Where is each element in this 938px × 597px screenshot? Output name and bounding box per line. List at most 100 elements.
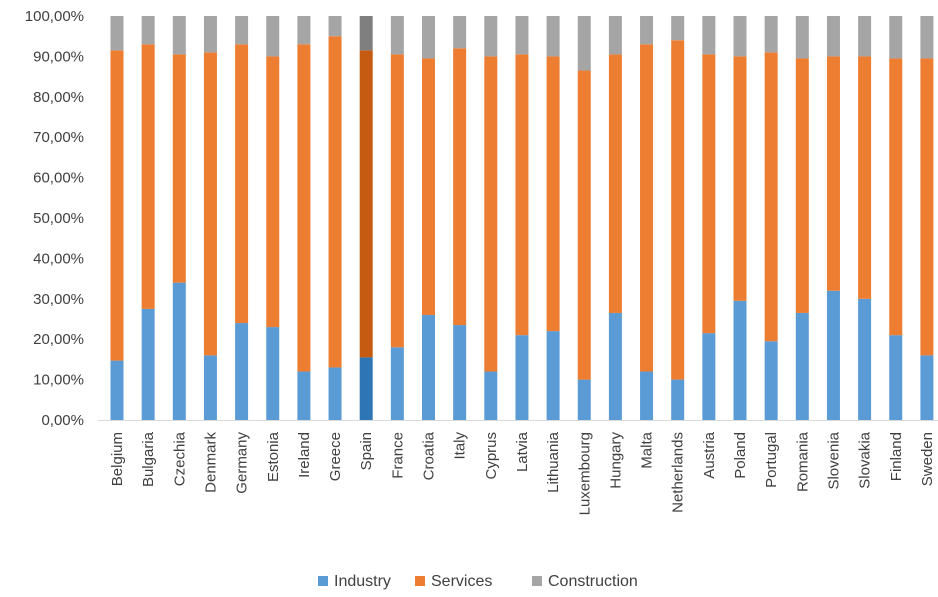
x-tick-label: Hungary [607,432,624,489]
bar-industry-sweden [920,355,934,420]
x-tick-label: Croatia [421,431,438,480]
bar-services-slovakia [858,56,872,299]
bar-industry-croatia [422,314,435,420]
y-axis: 0,00% 10,00% 20,00% 30,00% 40,00% 50,00% 60,00… [25,8,84,429]
y-tick-label: 20,00% [33,331,84,348]
y-tick-label: 40,00% [33,250,84,267]
bar-services-germany [235,44,249,324]
y-tick-label: 50,00% [33,210,84,227]
x-tick-label: Ireland [296,432,313,478]
x-tick-label: Sweden [919,432,936,486]
bar-services-romania [795,58,809,313]
bar-construction-portugal [764,16,778,53]
bar-construction-latvia [515,16,529,55]
x-tick-label: Portugal [763,432,780,488]
bar-services-cyprus [484,56,498,372]
bar-industry-germany [235,323,249,420]
bar-services-finland [889,58,903,336]
x-tick-label: Finland [888,432,905,481]
bar-services-slovenia [826,56,840,291]
bar-industry-italy [453,325,467,420]
bar-construction-finland [889,16,903,59]
bar-industry-poland [733,300,747,420]
y-tick-label: 10,00% [33,372,84,389]
bar-industry-ireland [297,371,311,420]
bar-industry-france [390,347,404,420]
bar-industry-austria [702,333,716,420]
x-tick-label: France [389,432,406,479]
bar-industry-lithuania [546,331,560,420]
bar-services-luxembourg [577,70,591,380]
bar-construction-czechia [172,16,186,55]
bar-industry-portugal [764,341,778,420]
bar-industry-bulgaria [141,308,155,420]
bar-construction-luxembourg [577,16,591,71]
bar-industry-slovakia [858,298,872,420]
bar-industry-finland [889,335,903,420]
bar-services-hungary [608,54,622,313]
y-tick-label: 80,00% [33,89,84,106]
bar-construction-croatia [422,16,435,59]
bar-services-latvia [515,54,529,336]
bar-services-portugal [764,52,778,342]
bar-industry-denmark [203,355,217,420]
bar-industry-spain [359,357,373,420]
x-tick-label: Austria [701,431,718,478]
bar-industry-romania [795,312,809,420]
bar-industry-slovenia [826,290,840,420]
bar-services-lithuania [546,56,560,332]
bar-construction-france [390,16,404,55]
y-tick-label: 90,00% [33,48,84,65]
bar-construction-lithuania [546,16,560,57]
y-tick-label: 70,00% [33,129,84,146]
bar-services-ireland [297,44,311,372]
x-tick-label: Italy [452,432,469,460]
x-tick-label: Spain [358,432,375,470]
x-tick-label: Lithuania [545,431,562,493]
bar-services-estonia [266,56,280,328]
x-tick-label: Denmark [202,432,219,493]
legend-swatch-services [415,576,425,586]
bar-construction-greece [328,16,342,37]
y-tick-label: 0,00% [41,412,84,429]
x-tick-label: Estonia [265,431,282,482]
bar-construction-belgium [110,16,124,51]
bar-services-malta [640,44,654,372]
bar-industry-czechia [172,282,186,420]
bar-industry-estonia [266,327,280,420]
bar-construction-hungary [608,16,622,55]
bar-services-denmark [203,52,217,356]
bar-construction-germany [235,16,249,45]
bar-services-spain [359,50,373,358]
bar-construction-netherlands [671,16,685,41]
x-tick-label: Cyprus [483,432,500,480]
bar-services-netherlands [671,40,685,380]
x-tick-label: Malta [639,431,656,468]
x-tick-label: Luxembourg [576,432,593,515]
bar-construction-sweden [920,16,934,59]
bar-construction-estonia [266,16,280,57]
legend-swatch-construction [532,576,542,586]
bar-services-czechia [172,54,186,283]
bar-construction-slovakia [858,16,872,57]
bar-services-bulgaria [141,44,155,309]
bar-construction-austria [702,16,716,55]
x-tick-label: Slovenia [825,431,842,489]
x-tick-label: Netherlands [670,432,687,513]
bar-industry-malta [640,371,654,420]
legend-label-construction: Construction [548,573,638,590]
x-tick-label: Germany [234,432,251,494]
bar-construction-denmark [203,16,217,53]
x-axis: Belgium Bulgaria Czechia Denmark Germany Esto… [98,420,938,515]
y-tick-label: 60,00% [33,170,84,187]
x-tick-label: Slovakia [857,431,874,488]
legend: Industry Services Construction [318,573,638,590]
bar-industry-greece [328,367,342,420]
legend-swatch-industry [318,576,328,586]
legend-label-industry: Industry [334,573,391,590]
bar-services-sweden [920,58,934,356]
y-tick-label: 30,00% [33,291,84,308]
bar-services-croatia [422,58,435,315]
